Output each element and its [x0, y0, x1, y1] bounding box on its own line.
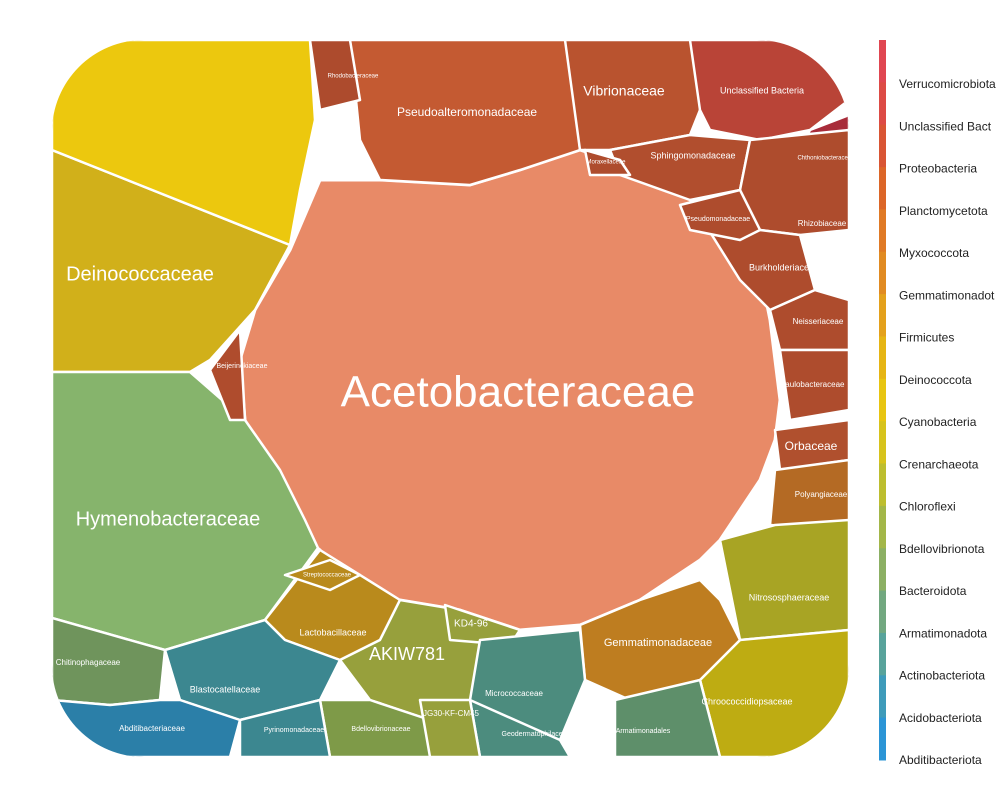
- legend-label-acidobacteriota: Acidobacteriota: [899, 711, 982, 725]
- cell-label-rhizobiaceae: Rhizobiaceae: [798, 219, 847, 228]
- cell-label-caulobacteraceae: Caulobacteraceae: [780, 380, 845, 389]
- treemap-cell-abditibacteriaceae: [52, 698, 242, 757]
- legend-label-firmicutes: Firmicutes: [899, 331, 954, 345]
- legend-label-verrucomicrobiota: Verrucomicrobiota: [899, 77, 996, 91]
- legend-swatch-myxococcota: [879, 209, 886, 253]
- legend-label-actinobacteriota: Actinobacteriota: [899, 669, 985, 683]
- cell-label-streptococcaceae: Streptococcaceae: [303, 573, 352, 579]
- cell-label-beijerinckiaceae: Beijerinckiaceae: [217, 363, 268, 370]
- cell-label-bdellovibrionaceae: Bdellovibrionaceae: [351, 726, 410, 733]
- legend-swatch-bdellovibrionota: [879, 505, 886, 549]
- treemap-cell-neisseriaceae: [768, 288, 849, 352]
- cell-label-hymenobacteraceae: Hymenobacteraceae: [76, 508, 261, 530]
- legend-swatch-deinococcota: [879, 336, 886, 380]
- treemap-cell-cell-3: [52, 40, 317, 247]
- legend-swatch-crenarchaeota: [879, 421, 886, 465]
- legend-label-deinococcota: Deinococcota: [899, 373, 972, 387]
- treemap-cell-pseudomonadaceae: [678, 188, 762, 242]
- treemap-cell-pyrinomonadaceae: [238, 698, 332, 757]
- legend-swatch-actinobacteriota: [879, 632, 886, 676]
- legend-swatch-bacteroidota: [879, 548, 886, 592]
- cell-label-moraxellaceae: Moraxellaceae: [586, 160, 626, 166]
- legend-swatch-abditibacteriota: [879, 717, 886, 761]
- cell-label-sphingomonadaceae: Sphingomonadaceae: [650, 150, 735, 160]
- cell-label-pyrinomonadaceae: Pyrinomonadaceae: [264, 727, 324, 734]
- cell-label-rhodobacteraceae: Rhodobacteraceae: [328, 74, 379, 80]
- cell-label-geodermatophilaceae: Geodermatophilaceae: [502, 731, 571, 738]
- legend-swatch-armatimonadota: [879, 590, 886, 634]
- legend-label-gemmatimonadot: Gemmatimonadot: [899, 288, 995, 302]
- treemap-cell-armatimonadales: [613, 678, 722, 757]
- legend-label-unclassified-bact: Unclassified Bact: [899, 119, 992, 133]
- legend-swatch-verrucomicrobiota: [879, 40, 886, 83]
- treemap-cell-nitrososphaeraceae: [718, 518, 849, 642]
- cell-label-nitrososphaeraceae: Nitrososphaeraceae: [749, 592, 830, 602]
- treemap-cell-rhodobacteraceae: [308, 40, 362, 112]
- cell-label-jg30-kf-cm45: JG30-KF-CM45: [423, 709, 480, 718]
- legend-swatch-cyanobacteria: [879, 378, 886, 422]
- legend: Verrucomicrobiota Unclassified Bact Proteo…: [879, 40, 996, 767]
- treemap-cell-unclassified-bacteria: [688, 40, 849, 142]
- treemap-cell-caulobacteraceae: [778, 348, 849, 422]
- cell-label-kd4-96: KD4-96: [454, 619, 488, 630]
- cell-label-pseudoalteromonadaceae: Pseudoalteromonadaceae: [397, 105, 537, 119]
- legend-swatch-gemmatimonadot: [879, 251, 886, 295]
- treemap-cell-gemmatimonadaceae: [578, 578, 742, 702]
- treemap-cell-moraxellaceae: [583, 148, 632, 177]
- treemap-cell-beijerinckiaceae: [208, 328, 247, 422]
- cell-label-chroococcidiopsaceae: Chroococcidiopsaceae: [701, 696, 792, 706]
- treemap-cell-streptococcaceae: [283, 558, 362, 592]
- cell-label-chthoniobacteraceae: Chthoniobacteraceae: [797, 156, 855, 162]
- cell-label-vibrionaceae: Vibrionaceae: [583, 83, 665, 99]
- cell-label-micrococcaceae: Micrococcaceae: [485, 689, 543, 698]
- treemap-cell-polyangiaceae: [768, 458, 849, 532]
- legend-swatch-planctomycetota: [879, 167, 886, 210]
- legend-swatch-unclassified-bact: [879, 82, 886, 126]
- legend-label-bacteroidota: Bacteroidota: [899, 584, 967, 598]
- legend-label-crenarchaeota: Crenarchaeota: [899, 457, 979, 471]
- legend-label-cyanobacteria: Cyanobacteria: [899, 415, 977, 429]
- legend-label-myxococcota: Myxococcota: [899, 246, 969, 260]
- treemap-cell-orbaceae: [773, 418, 849, 472]
- legend-swatch-firmicutes: [879, 294, 886, 337]
- cell-label-acetobacteraceae: Acetobacteraceae: [341, 368, 696, 417]
- legend-label-abditibacteriota: Abditibacteriota: [899, 753, 982, 767]
- legend-label-planctomycetota: Planctomycetota: [899, 204, 988, 218]
- legend-label-chloroflexi: Chloroflexi: [899, 500, 956, 514]
- cell-label-gemmatimonadaceae: Gemmatimonadaceae: [604, 637, 712, 649]
- legend-label-bdellovibrionota: Bdellovibrionota: [899, 542, 985, 556]
- cell-label-polyangiaceae: Polyangiaceae: [795, 490, 848, 499]
- treemap-cells: [52, 40, 849, 757]
- cell-label-unclassified-bacteria: Unclassified Bacteria: [720, 85, 804, 95]
- cell-label-burkholderiaceae: Burkholderiaceae: [749, 262, 819, 272]
- cell-label-lactobacillaceae: Lactobacillaceae: [299, 627, 366, 637]
- cell-label-akiw781: AKIW781: [369, 644, 445, 664]
- cell-label-deinococcaceae: Deinococcaceae: [66, 263, 214, 285]
- treemap-labels: Acetobacteraceae Deinococcaceae Hymenobact…: [56, 74, 855, 738]
- legend-swatch-acidobacteriota: [879, 675, 886, 719]
- cell-label-abditibacteriaceae: Abditibacteriaceae: [119, 724, 185, 733]
- legend-label-proteobacteria: Proteobacteria: [899, 162, 977, 176]
- legend-swatch-chloroflexi: [879, 463, 886, 507]
- cell-label-blastocatellaceae: Blastocatellaceae: [190, 684, 261, 694]
- legend-swatch-proteobacteria: [879, 124, 886, 168]
- legend-label-armatimonadota: Armatimonadota: [899, 626, 987, 640]
- cell-label-armatimonadales: Armatimonadales: [616, 728, 671, 735]
- treemap-cell-jg30-kf-cm45: [418, 698, 482, 757]
- cell-label-neisseriaceae: Neisseriaceae: [793, 317, 844, 326]
- cell-label-pseudomonadaceae: Pseudomonadaceae: [686, 216, 750, 223]
- cell-label-orbaceae: Orbaceae: [785, 439, 838, 453]
- cell-label-chitinophagaceae: Chitinophagaceae: [56, 658, 121, 667]
